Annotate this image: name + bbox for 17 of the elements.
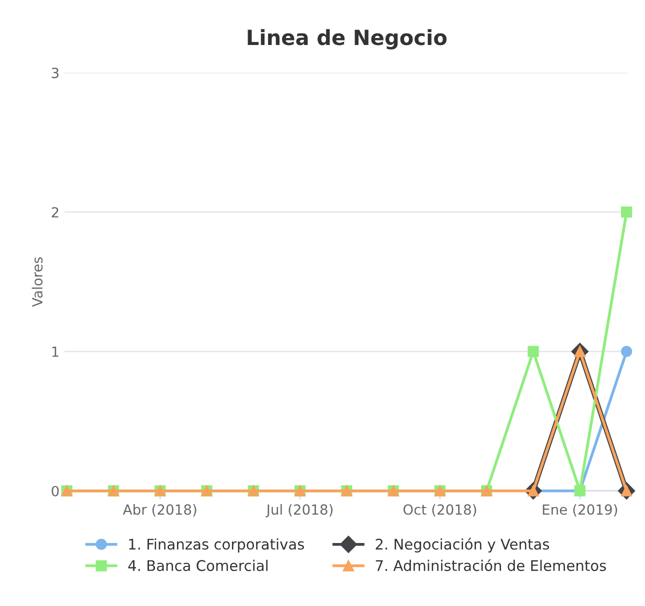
legend-label: 4. Banca Comercial xyxy=(128,560,268,572)
y-tick-label: 0 xyxy=(52,486,59,496)
x-tick-label: Ene (2019) xyxy=(542,504,618,516)
point xyxy=(620,206,632,218)
point xyxy=(528,346,539,358)
x-tick-label: Abr (2018) xyxy=(122,504,196,516)
point xyxy=(620,346,632,358)
y-tick-label: 1 xyxy=(52,346,58,357)
x-tick-label: Oct (2018) xyxy=(403,504,476,516)
y-tick-label: 3 xyxy=(52,68,59,78)
y-tick-label: 2 xyxy=(52,207,58,218)
legend-label: 2. Negociación y Ventas xyxy=(376,538,550,552)
y-axis-title: Valores xyxy=(32,257,43,307)
legend-label: 1. Finanzas corporativas xyxy=(129,538,304,552)
x-tick-label: Jul (2018) xyxy=(266,504,333,518)
chart-title: Linea de Negocio xyxy=(248,29,447,50)
legend-label: 7. Administración de Elementos xyxy=(376,559,606,572)
